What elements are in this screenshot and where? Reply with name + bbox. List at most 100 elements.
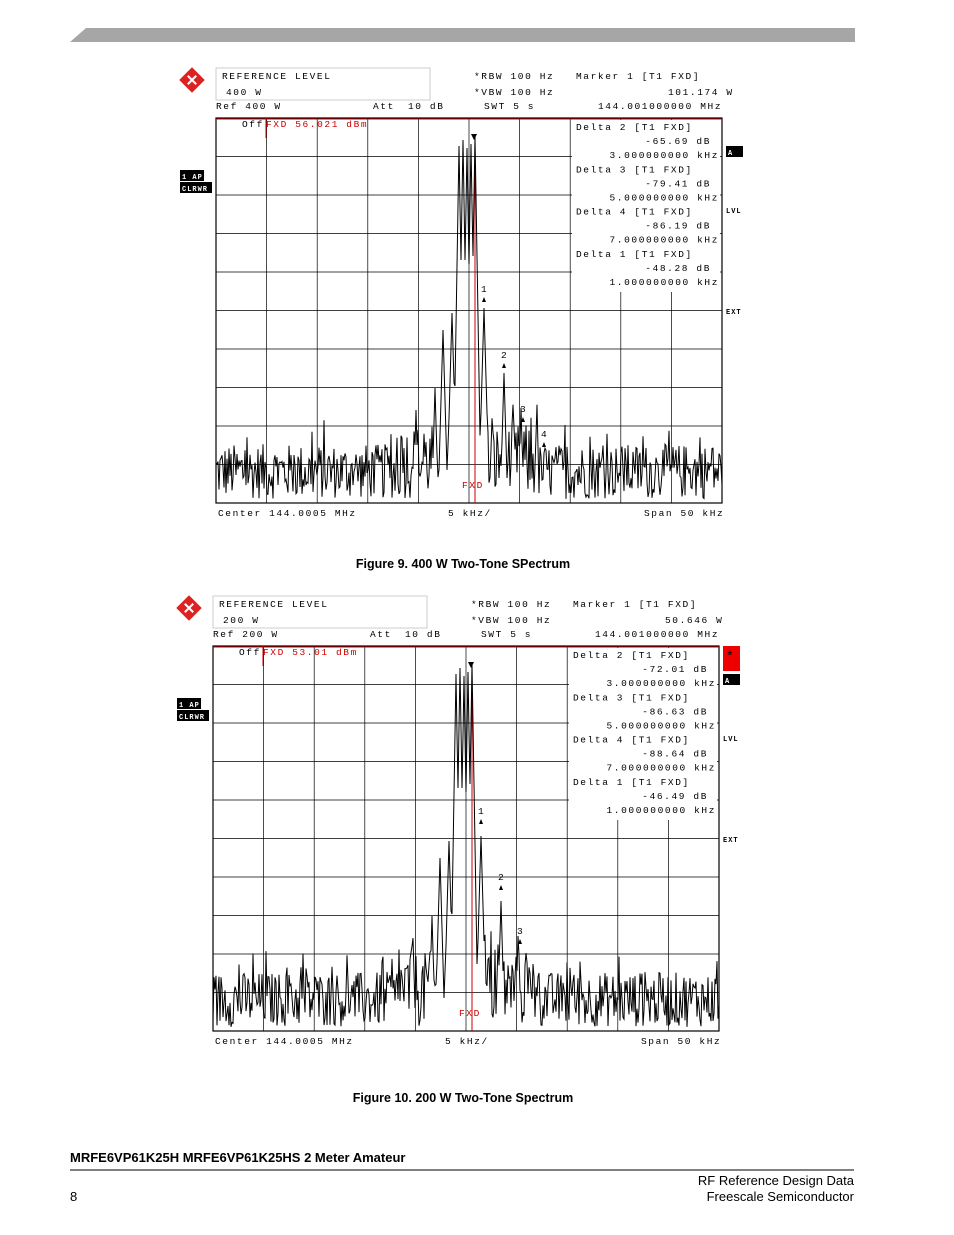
screen-text: 5.000000000 kHz — [609, 192, 719, 203]
delta-bg — [569, 648, 717, 820]
marker-label: 2 — [501, 350, 508, 361]
screen-text: -79.41 dB — [645, 178, 711, 189]
screen-text: 5.000000000 kHz — [606, 720, 716, 731]
screen-text: * — [726, 649, 735, 664]
footer-line: RF Reference Design Data — [698, 1173, 855, 1188]
screen-text: Delta 4 [T1 FXD] — [573, 735, 690, 746]
side-box — [180, 170, 204, 181]
screen-text: 10 dB — [408, 101, 445, 112]
screen-text: *VBW 100 Hz — [474, 87, 554, 98]
trace — [212, 663, 720, 1027]
screen-text: -65.69 dB — [645, 136, 711, 147]
screen-text: FXD 53.01 dBm — [263, 647, 358, 658]
side-box — [177, 710, 209, 721]
header-bar — [70, 28, 855, 42]
screen-text: Delta 1 [T1 FXD] — [573, 777, 690, 788]
marker-triangle — [542, 442, 546, 447]
screen-text: 1.000000000 kHz — [606, 805, 716, 816]
screen-text: Center 144.0005 MHz — [218, 508, 357, 519]
side-box — [180, 182, 212, 193]
figure-caption: Figure 9. 400 W Two-Tone SPectrum — [356, 557, 570, 571]
marker-label: 1 — [478, 806, 485, 817]
screen-text: CLRWR — [182, 186, 208, 194]
marker-triangle — [471, 134, 477, 140]
screen-text: Delta 2 [T1 FXD] — [576, 122, 693, 133]
side-box — [726, 146, 743, 157]
screen-text: Off — [242, 119, 264, 130]
screen-text: -86.63 dB — [642, 706, 708, 717]
marker-triangle — [521, 417, 525, 422]
screen-text: Ref 400 W — [216, 101, 282, 112]
screen-text: 3.000000000 kHz — [606, 678, 716, 689]
screen-text: A — [728, 150, 733, 158]
screen-text: 50.646 W — [665, 615, 723, 626]
marker-triangle — [499, 885, 503, 890]
screen-text: LVL — [726, 208, 742, 216]
screen-text: -46.49 dB — [642, 791, 708, 802]
screen-text: Off — [239, 647, 261, 658]
marker-triangle — [518, 939, 522, 944]
screen-text: LVL — [723, 736, 739, 744]
side-box — [723, 646, 740, 671]
screen-text: 1 AP — [182, 174, 203, 182]
screen-text: CLRWR — [179, 714, 205, 722]
screen-text: REFERENCE LEVEL — [219, 599, 329, 610]
screen-text: Delta 3 [T1 FXD] — [576, 164, 693, 175]
logo-mark — [187, 75, 197, 85]
screen-text: Delta 3 [T1 FXD] — [573, 692, 690, 703]
marker-label: 2 — [498, 872, 505, 883]
screen-text: -72.01 dB — [642, 664, 708, 675]
screen-text: Span 50 kHz — [641, 1036, 721, 1047]
analyzer-screen: REFERENCE LEVEL 200 W *RBW 100 Hz *VBW 100 … — [176, 595, 740, 1047]
screen-text: REFERENCE LEVEL — [222, 71, 332, 82]
marker-label: 3 — [517, 926, 524, 937]
screen-text: 400 W — [226, 87, 263, 98]
side-box — [723, 674, 740, 685]
screen-text: EXT — [723, 837, 739, 845]
footer-line: Freescale Semiconductor — [707, 1189, 855, 1204]
side-box — [177, 698, 201, 709]
screen-text: Marker 1 [T1 FXD] — [573, 599, 697, 610]
screen-text: FXD 56.021 dBm — [266, 119, 368, 130]
ref-box — [215, 67, 431, 101]
screen-text: 3.000000000 kHz — [609, 150, 719, 161]
screen-text: *RBW 100 Hz — [474, 71, 554, 82]
screen-text: 200 W — [223, 615, 260, 626]
screen-text: -88.64 dB — [642, 749, 708, 760]
marker-triangle — [502, 363, 506, 368]
trace — [215, 135, 723, 500]
screen-text: SWT 5 s — [481, 629, 532, 640]
marker-label: 4 — [541, 429, 548, 440]
screen-text: Marker 1 [T1 FXD] — [576, 71, 700, 82]
screen-text: Center 144.0005 MHz — [215, 1036, 354, 1047]
delta-bg — [572, 120, 720, 292]
screen-text: 1 AP — [179, 702, 200, 710]
ref-box — [212, 595, 428, 629]
screen-text: SWT 5 s — [484, 101, 535, 112]
screen-text: Delta 4 [T1 FXD] — [576, 207, 693, 218]
marker-triangle — [468, 662, 474, 668]
screen-text: A — [725, 678, 730, 686]
screen-text: FXD — [459, 1008, 481, 1019]
logo-mark — [184, 603, 194, 613]
screen-text: Delta 1 [T1 FXD] — [576, 249, 693, 260]
marker-triangle — [479, 819, 483, 824]
marker-label: 1 — [481, 284, 488, 295]
marker-label: 3 — [520, 404, 527, 415]
screen-text: 5 kHz/ — [445, 1036, 489, 1047]
screen-text: Ref 200 W — [213, 629, 279, 640]
screen-text: EXT — [726, 309, 742, 317]
screen-text: -86.19 dB — [645, 221, 711, 232]
screen-text: Delta 2 [T1 FXD] — [573, 650, 690, 661]
screen-text: 144.001000000 MHz — [598, 101, 722, 112]
screen-text: 144.001000000 MHz — [595, 629, 719, 640]
doc-title: MRFE6VP61K25H MRFE6VP61K25HS 2 Meter Ama… — [70, 1150, 405, 1165]
screen-text: -48.28 dB — [645, 263, 711, 274]
screen-text: *RBW 100 Hz — [471, 599, 551, 610]
screen-text: Att — [373, 101, 395, 112]
logo — [176, 595, 202, 621]
screen-text: Span 50 kHz — [644, 508, 724, 519]
screen-text: 10 dB — [405, 629, 442, 640]
screen-text: Att — [370, 629, 392, 640]
